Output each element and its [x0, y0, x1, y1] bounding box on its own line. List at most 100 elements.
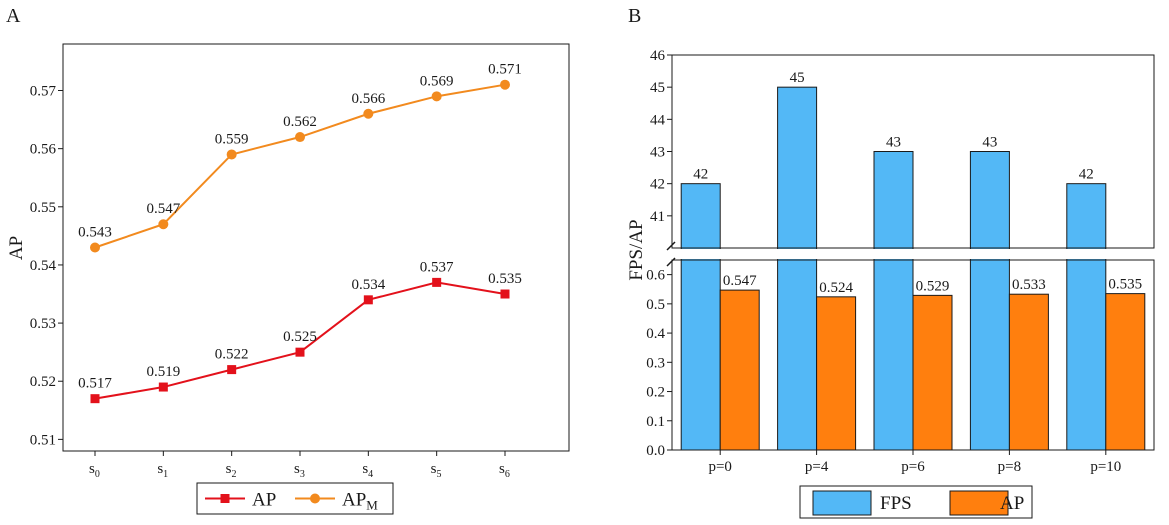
legend-marker-apm: [310, 493, 320, 504]
legend-label-apm-base: AP: [342, 490, 366, 511]
y-axis-label-b: FPS/AP: [626, 219, 647, 280]
y-tick-label-a: 0.53: [30, 316, 56, 332]
data-label-a: 0.525: [283, 329, 317, 345]
bar-ap: [719, 289, 760, 451]
y-tick-label-a: 0.57: [30, 84, 57, 100]
bar-ap: [1105, 293, 1146, 451]
plot-frame-b: [666, 54, 1160, 451]
y-tick-label-a: 0.54: [30, 258, 57, 274]
data-point-apm: [363, 108, 374, 119]
data-point-ap: [158, 382, 168, 392]
data-point-ap: [227, 365, 237, 375]
axis-break-band: [666, 249, 1160, 259]
data-label-ap: 0.524: [819, 280, 853, 296]
y-tick-label-b-lower: 0.3: [646, 355, 665, 371]
y-tick-label-a: 0.55: [30, 200, 56, 216]
data-label-a: 0.534: [351, 277, 385, 293]
data-point-apm: [500, 79, 510, 90]
data-label-ap: 0.535: [1108, 277, 1142, 293]
data-point-apm: [90, 242, 100, 253]
data-label-fps: 43: [982, 135, 997, 151]
legend-swatch-fps: [812, 490, 872, 516]
bar-fps: [969, 151, 1010, 451]
data-label-a: 0.517: [78, 376, 112, 392]
x-tick-label-a-base: s: [226, 461, 232, 477]
bar-ap: [912, 294, 953, 451]
data-point-apm: [158, 219, 169, 230]
data-label-a: 0.569: [420, 73, 454, 89]
data-label-ap: 0.529: [916, 278, 950, 294]
bar-chart-b: FPS/AP 41 42 43 44 45 46 0.0 0.1 0.2 0.3 0.4 0.5 0.6…: [626, 48, 1160, 519]
x-tick-label-a: s5: [431, 461, 442, 480]
x-tick-label-b: p=0: [708, 459, 731, 475]
x-tick-label-a-sub: 5: [437, 469, 442, 480]
plot-frame-b-lower: [671, 259, 1155, 451]
data-label-fps: 42: [693, 167, 708, 183]
x-tick-label-b: p=6: [901, 459, 925, 475]
y-tick-label-a: 0.56: [30, 142, 57, 158]
axis-ticks-b: 41 42 43 44 45 46 0.0 0.1 0.2 0.3 0.4 0.5 0.6 p=0 p=4 p…: [646, 48, 1121, 475]
x-tick-label-a: s2: [226, 461, 237, 480]
legend-label-apm: APM: [342, 490, 378, 513]
plot-frame-a: [62, 43, 570, 452]
bar-fps: [1066, 183, 1107, 451]
x-tick-label-a: s1: [157, 461, 168, 480]
data-label-fps: 45: [790, 70, 805, 86]
x-tick-label-a-base: s: [157, 461, 163, 477]
y-tick-label-b-lower: 0.2: [646, 385, 665, 401]
bar-ap: [816, 296, 857, 451]
y-tick-label-b-lower: 0.4: [646, 326, 665, 342]
x-tick-label-a-sub: 0: [95, 469, 100, 480]
legend-b: FPS AP: [799, 485, 1033, 519]
x-tick-label-b: p=8: [998, 459, 1021, 475]
data-label-a: 0.571: [488, 62, 522, 78]
y-axis-label-a: AP: [6, 236, 27, 260]
bar-fps: [873, 151, 914, 451]
data-point-ap: [90, 394, 100, 404]
data-label-fps: 42: [1079, 167, 1094, 183]
data-label-ap: 0.533: [1012, 277, 1046, 293]
y-tick-label-b-upper: 45: [650, 80, 665, 96]
x-tick-label-a-base: s: [499, 461, 505, 477]
bar-fps: [680, 183, 721, 451]
bar-ap: [1008, 293, 1049, 451]
data-point-apm: [431, 91, 442, 102]
data-label-a: 0.559: [215, 131, 249, 147]
x-tick-label-a: s3: [294, 461, 305, 480]
data-label-a: 0.566: [351, 91, 385, 107]
x-tick-label-a: s0: [89, 461, 100, 480]
axis-break-mark: [666, 257, 676, 267]
legend-swatch-ap: [949, 490, 1009, 516]
x-tick-label-b: p=10: [1090, 459, 1121, 475]
data-label-a: 0.535: [488, 271, 522, 287]
series-group-a: 0.517 0.519 0.522 0.525 0.534 0.537 0.535 0.543…: [78, 62, 522, 404]
legend-label-ap: AP: [252, 490, 276, 511]
legend-label-fps: FPS: [880, 493, 912, 514]
x-tick-label-a-sub: 6: [505, 469, 510, 480]
data-point-ap: [500, 289, 510, 299]
panel-label-a: A: [6, 5, 21, 27]
y-tick-label-a: 0.51: [30, 432, 56, 448]
series-line-apm: [94, 83, 506, 249]
plot-frame-b-upper: [671, 54, 1155, 249]
x-tick-label-b: p=4: [805, 459, 829, 475]
panel-label-b: B: [628, 5, 641, 27]
legend-a: AP APM: [196, 482, 394, 515]
legend-label-apm-sub: M: [366, 498, 378, 513]
y-tick-label-b-lower: 0.6: [646, 268, 665, 284]
data-point-ap: [363, 295, 373, 305]
y-tick-label-b-upper: 43: [650, 145, 665, 161]
x-tick-label-a-base: s: [89, 461, 95, 477]
x-tick-label-a-sub: 2: [232, 469, 237, 480]
x-tick-label-a: s4: [362, 461, 373, 480]
data-label-fps: 43: [886, 135, 901, 151]
data-label-a: 0.519: [146, 364, 180, 380]
y-tick-label-b-upper: 42: [650, 177, 665, 193]
data-label-a: 0.522: [215, 347, 249, 363]
x-tick-label-a-sub: 1: [163, 469, 168, 480]
x-tick-label-a-base: s: [294, 461, 300, 477]
y-tick-label-b-upper: 46: [650, 48, 666, 64]
y-tick-label-b-lower: 0.0: [646, 443, 665, 459]
